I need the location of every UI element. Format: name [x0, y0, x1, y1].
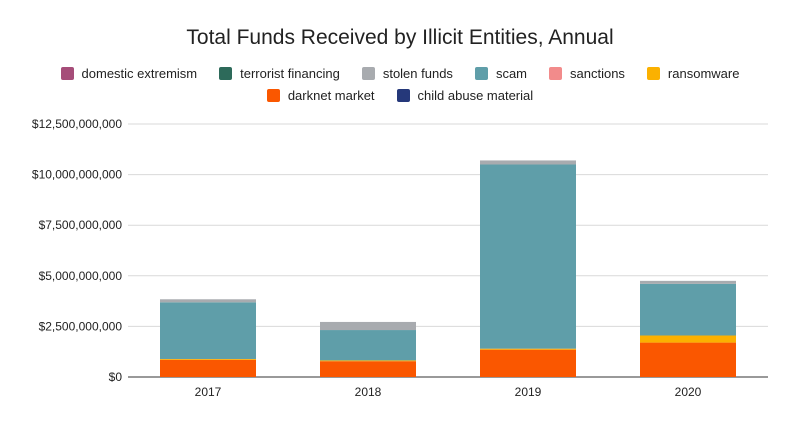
legend-swatch [219, 67, 233, 80]
legend-item: scam [474, 66, 527, 81]
legend-item: terrorist financing [219, 66, 340, 81]
legend-item: domestic extremism [60, 66, 198, 81]
chart-title: Total Funds Received by Illicit Entities… [186, 26, 614, 49]
legend-swatch [549, 67, 562, 80]
legend-item: sanctions [549, 66, 625, 81]
bar-segment [160, 358, 256, 360]
y-tick-label: $2,500,000,000 [39, 319, 123, 333]
x-tick-label: 2017 [195, 385, 222, 399]
y-tick-label: $7,500,000,000 [39, 218, 123, 232]
legend-swatch [474, 67, 488, 80]
legend-label: child abuse material [417, 88, 534, 103]
legend-row: darknet market child abuse material [0, 88, 800, 103]
legend-label: ransomware [667, 66, 740, 81]
legend-label: domestic extremism [81, 66, 198, 81]
bar-segment [320, 361, 416, 377]
legend-swatch [646, 67, 660, 80]
y-tick-label: $5,000,000,000 [39, 269, 123, 283]
legend-item: darknet market [266, 88, 375, 103]
legend-label: darknet market [287, 88, 375, 103]
y-tick-label: $12,500,000,000 [32, 117, 122, 131]
legend-item: stolen funds [361, 66, 453, 81]
y-tick-label: $0 [109, 370, 123, 384]
bar-segment [160, 299, 256, 303]
bar-segment [480, 160, 576, 165]
legend-label: terrorist financing [240, 66, 340, 81]
legend-swatch [396, 89, 410, 102]
legend-swatch [361, 67, 375, 80]
x-tick-label: 2019 [515, 385, 542, 399]
x-tick-label: 2020 [675, 385, 702, 399]
bar-segment [640, 283, 736, 336]
bar-segment [640, 342, 736, 377]
bar-segment [160, 359, 256, 377]
bar-segment [320, 360, 416, 362]
bar-segment [640, 280, 736, 284]
legend-item: ransomware [646, 66, 740, 81]
legend-swatch [266, 89, 280, 102]
y-tick-label: $10,000,000,000 [32, 168, 122, 182]
legend-item: child abuse material [396, 88, 534, 103]
bar-segment [320, 321, 416, 331]
bar-segment [160, 302, 256, 359]
legend-label: scam [495, 66, 527, 81]
legend-label: sanctions [570, 66, 625, 81]
bar-segment [480, 348, 576, 350]
legend-swatch [60, 67, 74, 80]
bar-segment [320, 330, 416, 361]
bar-segment [480, 349, 576, 377]
legend-label: stolen funds [382, 66, 453, 81]
bar-segment [480, 164, 576, 349]
bar-segment [640, 335, 736, 343]
x-tick-label: 2018 [355, 385, 382, 399]
legend-row: domestic extremism terrorist financing sto… [0, 66, 800, 81]
